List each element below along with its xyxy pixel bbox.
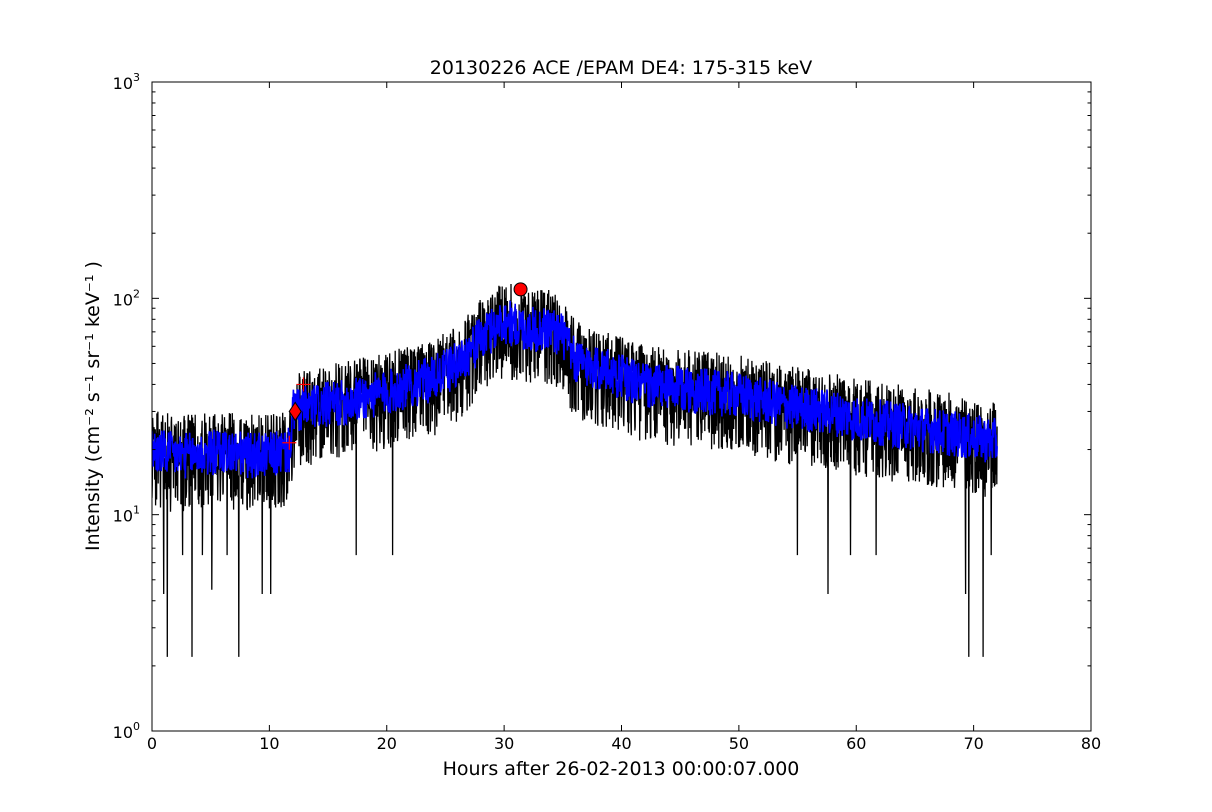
x-tick-label: 10	[259, 734, 279, 753]
x-axis-label: Hours after 26-02-2013 00:00:07.000	[443, 758, 800, 780]
y-tick-label: 102	[113, 287, 140, 309]
marker-plus-1	[296, 377, 311, 392]
x-tick-label: 20	[377, 734, 397, 753]
y-axis-label: Intensity (cm⁻² s⁻¹ sr⁻¹ keV⁻¹ )	[82, 261, 104, 551]
x-tick-label: 80	[1081, 734, 1101, 753]
series-smoothed-line	[152, 300, 998, 479]
y-tick-label: 101	[113, 504, 140, 526]
marker-plus-0	[282, 435, 297, 450]
y-tick-label: 103	[113, 71, 140, 93]
y-tick-label: 100	[113, 720, 140, 742]
x-tick-label: 0	[147, 734, 157, 753]
chart-title: 20130226 ACE /EPAM DE4: 175-315 keV	[430, 57, 812, 79]
x-tick-label: 40	[611, 734, 631, 753]
marker-circle-3	[513, 282, 528, 297]
x-tick-label: 50	[729, 734, 749, 753]
x-tick-label: 30	[494, 734, 514, 753]
marker-layer	[282, 282, 528, 450]
y-axis: 100 101 102 103	[113, 71, 1091, 742]
x-tick-label: 70	[963, 734, 983, 753]
x-axis: 0 10 20 30 40 50 60 70 80	[147, 82, 1101, 753]
x-tick-label: 60	[846, 734, 866, 753]
series-smoothed	[152, 300, 998, 479]
marker-diamond-2	[288, 401, 302, 422]
series-layer	[152, 283, 998, 657]
